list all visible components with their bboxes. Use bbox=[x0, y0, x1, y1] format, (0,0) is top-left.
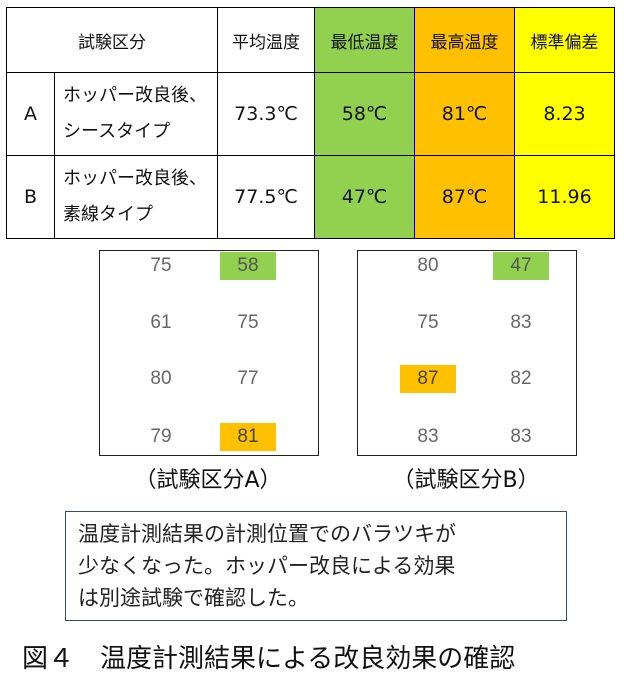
row-avg-temp: 73.3℃ bbox=[217, 72, 315, 156]
grid-cell-min: 58 bbox=[220, 252, 276, 280]
row-description-line1: ホッパー改良後、 bbox=[63, 85, 207, 106]
result-note-box: 温度計測結果の計測位置でのバラツキが 少なくなった。ホッパー改良による効果 は別… bbox=[65, 511, 567, 621]
grid-cell: 77 bbox=[237, 368, 259, 389]
grid-cell: 79 bbox=[150, 426, 172, 447]
row-description-line1: ホッパー改良後、 bbox=[63, 168, 207, 189]
row-description-line2: シースタイプ bbox=[63, 121, 171, 142]
header-category: 試験区分 bbox=[6, 7, 218, 73]
row-max-temp: 81℃ bbox=[414, 72, 515, 156]
measurement-grid-b: 80 47 75 83 87 82 83 83 bbox=[357, 250, 577, 456]
header-avg-temp: 平均温度 bbox=[217, 7, 315, 73]
grid-cell: 61 bbox=[150, 312, 172, 333]
grid-cell: 83 bbox=[510, 426, 532, 447]
grid-a-caption: （試験区分A） bbox=[134, 468, 282, 493]
note-line: 少なくなった。ホッパー改良による効果 bbox=[78, 554, 456, 578]
grid-cell: 83 bbox=[510, 312, 532, 333]
grid-cell: 83 bbox=[417, 426, 439, 447]
header-std-dev: 標準偏差 bbox=[514, 7, 615, 73]
grid-cell-max: 81 bbox=[220, 423, 276, 451]
row-description: ホッパー改良後、 シースタイプ bbox=[54, 72, 218, 156]
row-max-temp: 87℃ bbox=[414, 155, 515, 239]
header-max-temp: 最高温度 bbox=[414, 7, 515, 73]
grid-cell-min: 47 bbox=[493, 252, 549, 280]
grid-cell: 82 bbox=[510, 368, 532, 389]
header-min-temp: 最低温度 bbox=[314, 7, 415, 73]
grid-cell: 75 bbox=[237, 312, 259, 333]
grid-cell: 75 bbox=[417, 312, 439, 333]
row-avg-temp: 77.5℃ bbox=[217, 155, 315, 239]
row-min-temp: 47℃ bbox=[314, 155, 415, 239]
grid-cell: 80 bbox=[417, 255, 439, 276]
grid-b-caption: （試験区分B） bbox=[392, 468, 540, 493]
table-header-row: 試験区分 平均温度 最低温度 最高温度 標準偏差 bbox=[6, 7, 615, 73]
row-description: ホッパー改良後、 素線タイプ bbox=[54, 155, 218, 239]
row-id: A bbox=[6, 72, 55, 156]
row-id: B bbox=[6, 155, 55, 239]
grid-cell: 75 bbox=[150, 255, 172, 276]
grid-cell: 80 bbox=[150, 368, 172, 389]
note-line: 温度計測結果の計測位置でのバラツキが bbox=[78, 522, 456, 546]
temperature-summary-table: 試験区分 平均温度 最低温度 最高温度 標準偏差 A ホッパー改良後、 シースタ… bbox=[6, 7, 615, 239]
measurement-grid-a: 75 58 61 75 80 77 79 81 bbox=[99, 250, 319, 456]
table-row: B ホッパー改良後、 素線タイプ 77.5℃ 47℃ 87℃ 11.96 bbox=[6, 155, 615, 239]
row-min-temp: 58℃ bbox=[314, 72, 415, 156]
row-description-line2: 素線タイプ bbox=[63, 204, 153, 225]
row-std-dev: 11.96 bbox=[514, 155, 615, 239]
row-std-dev: 8.23 bbox=[514, 72, 615, 156]
note-line: は別途試験で確認した。 bbox=[78, 586, 309, 610]
figure-title: 図４ 温度計測結果による改良効果の確認 bbox=[22, 644, 516, 674]
grid-cell-max: 87 bbox=[400, 365, 456, 393]
table-row: A ホッパー改良後、 シースタイプ 73.3℃ 58℃ 81℃ 8.23 bbox=[6, 72, 615, 156]
